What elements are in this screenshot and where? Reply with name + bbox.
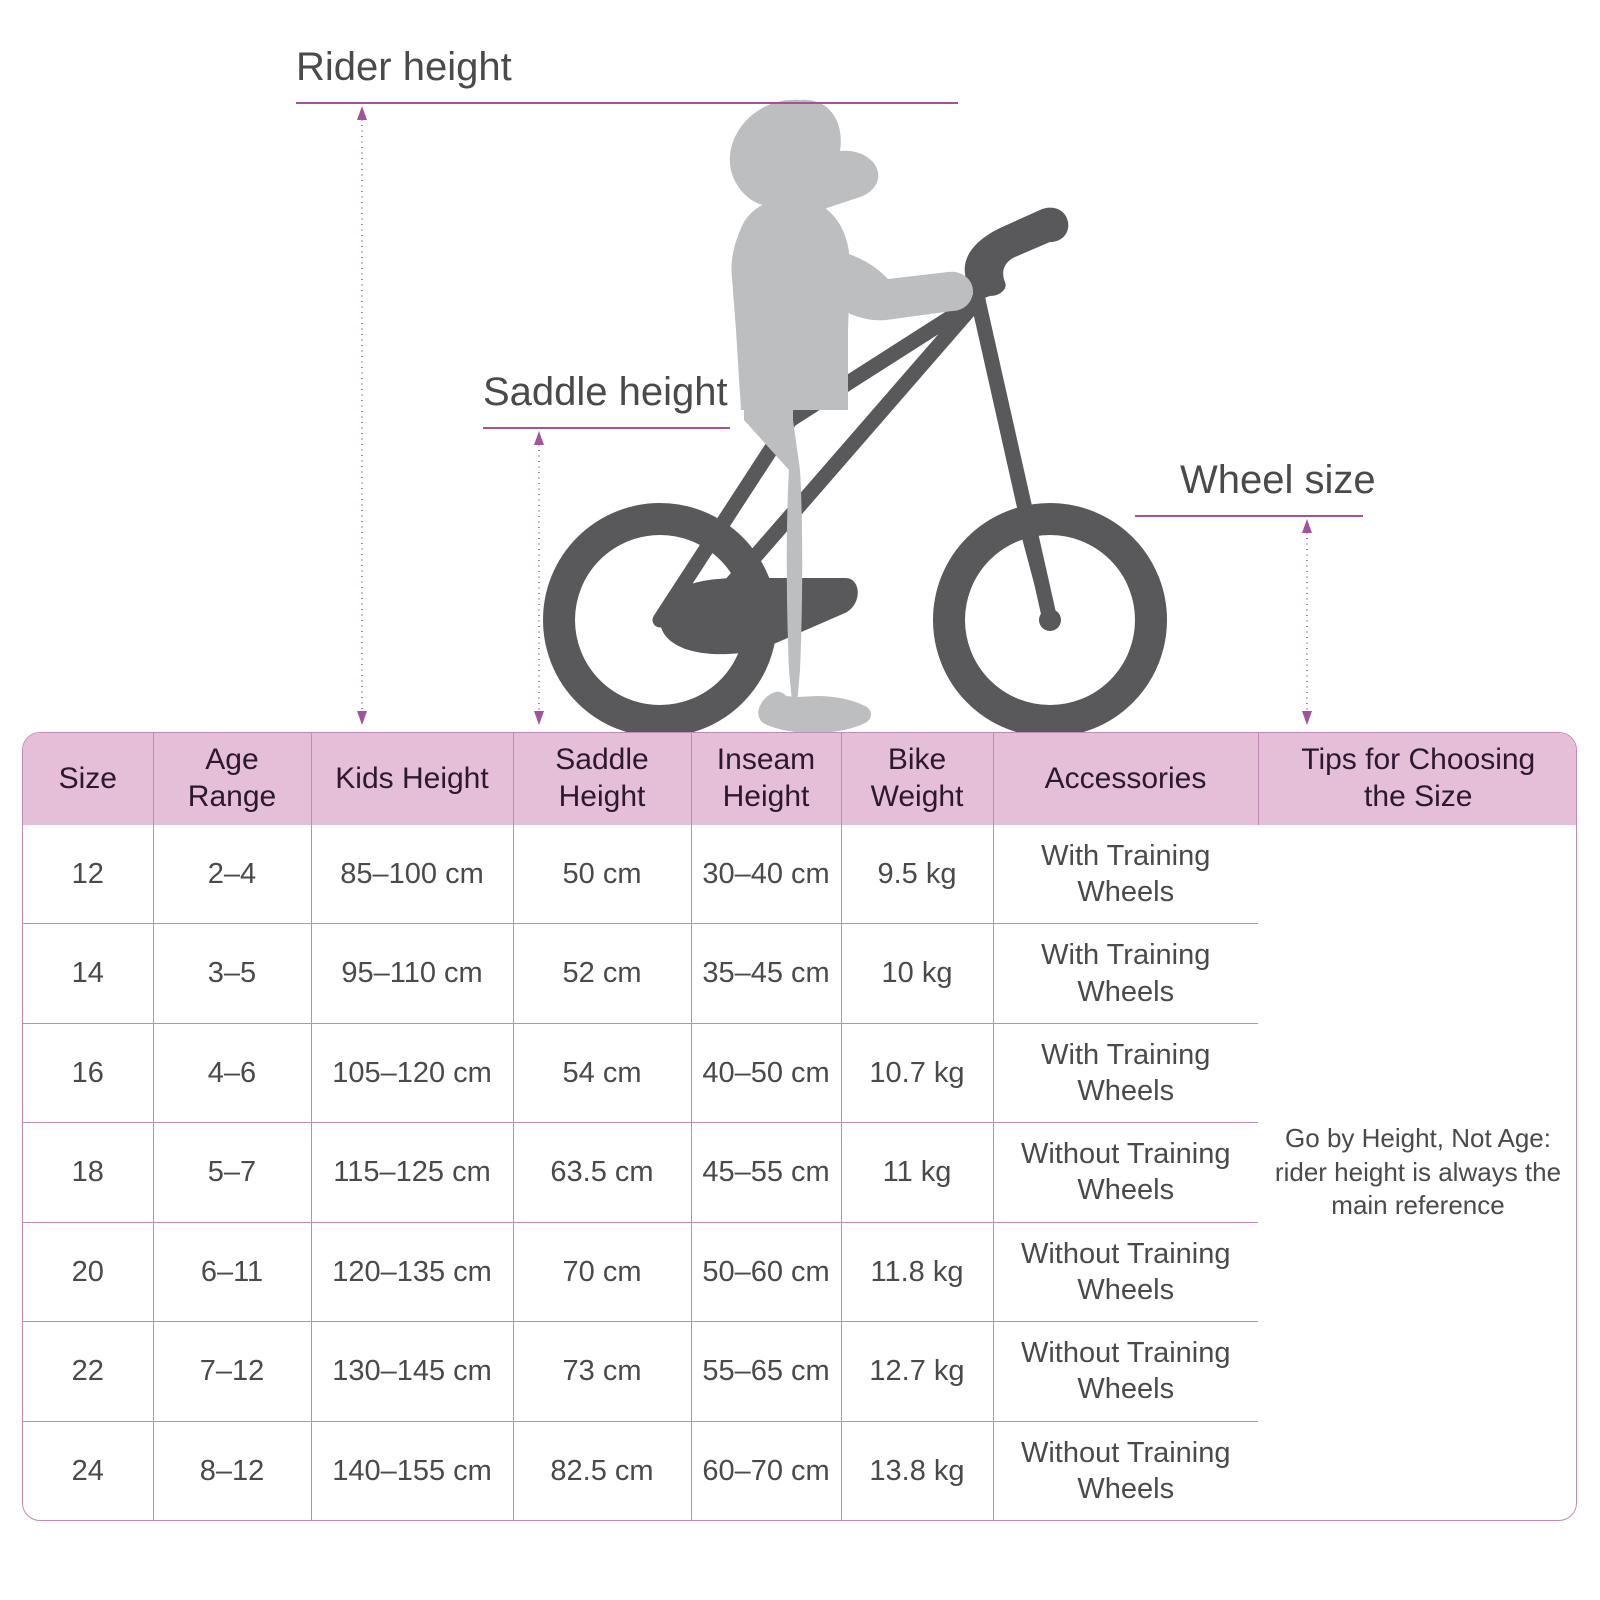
svg-text:Saddle height: Saddle height xyxy=(483,370,728,414)
svg-text:Wheel size: Wheel size xyxy=(1180,458,1376,502)
svg-text:Rider height: Rider height xyxy=(296,45,512,89)
